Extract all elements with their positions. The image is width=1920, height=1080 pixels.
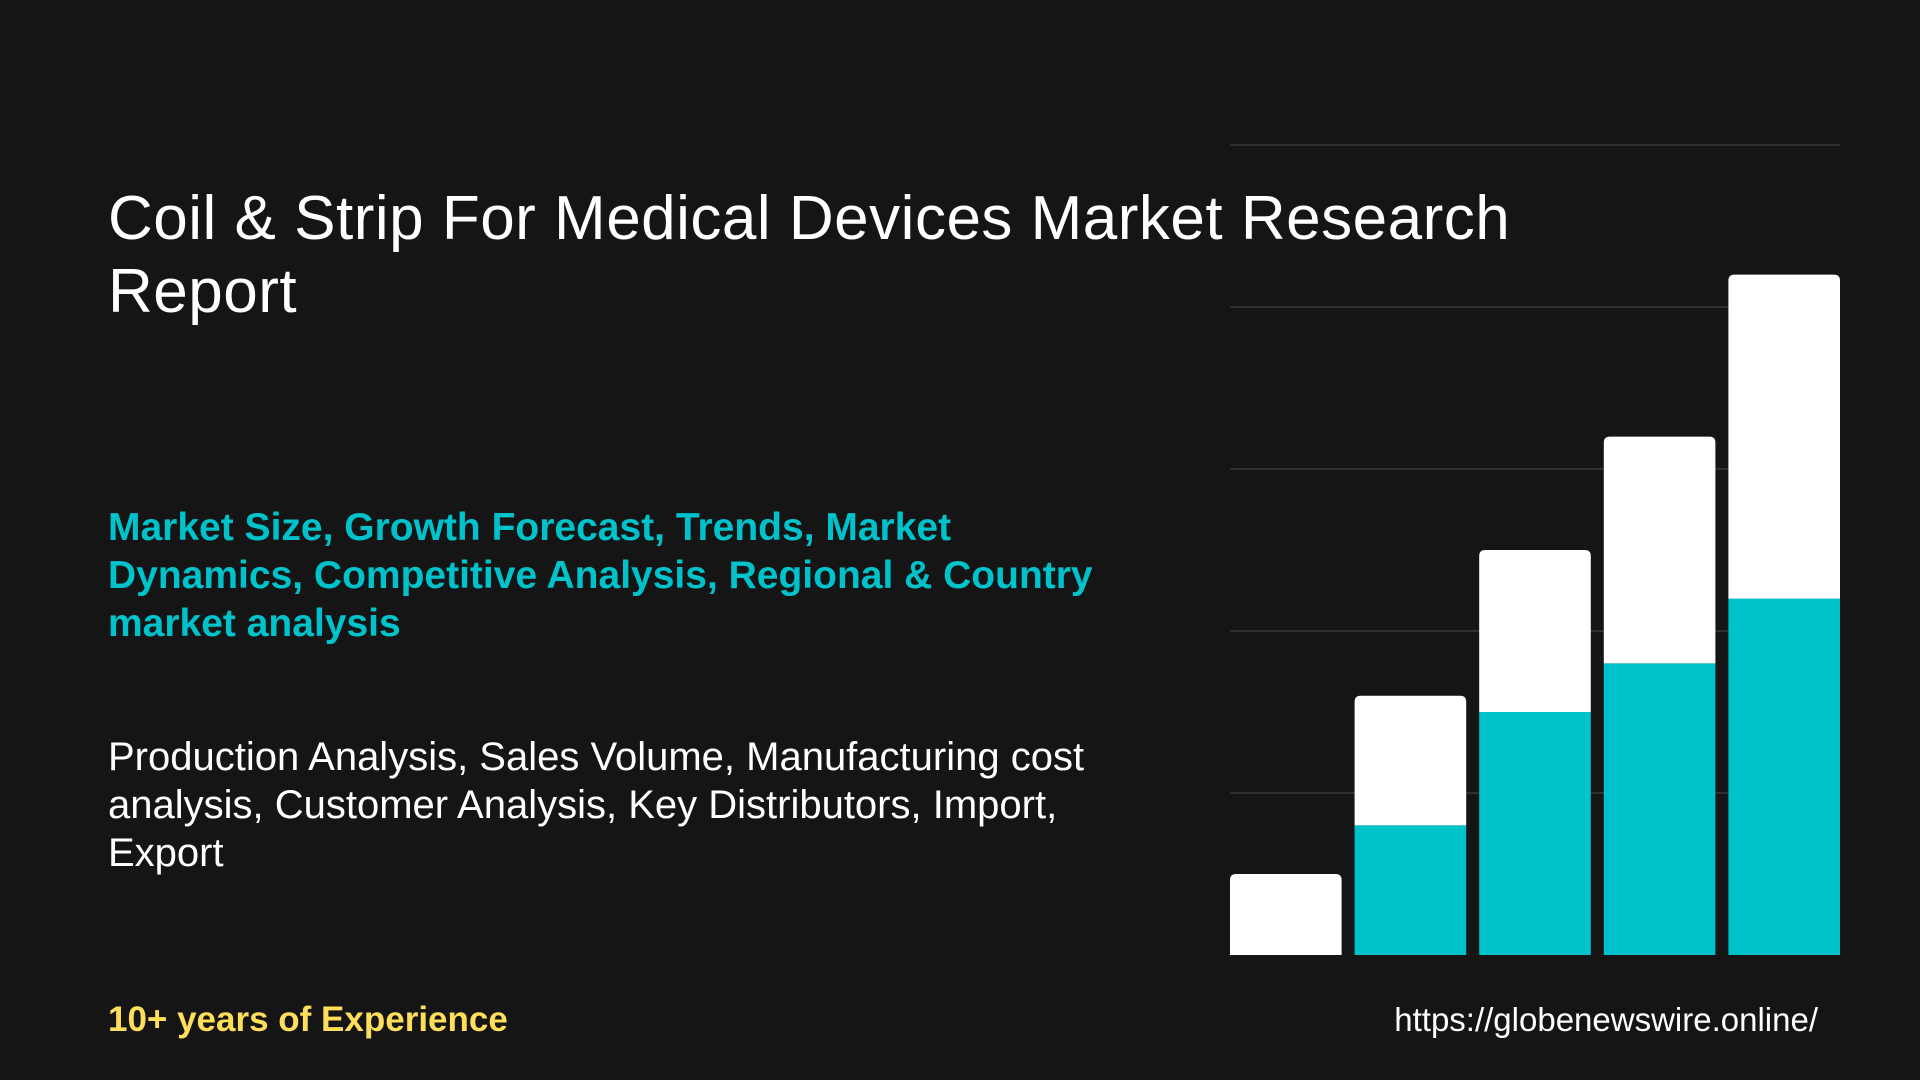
experience-badge: 10+ years of Experience	[108, 1000, 508, 1039]
bar-4-teal-segment	[1603, 663, 1716, 955]
page-title: Coil & Strip For Medical Devices Market …	[108, 184, 1511, 326]
growth-bar-chart	[1230, 144, 1840, 955]
website-link[interactable]: https://globenewswire.online/	[1394, 1001, 1818, 1038]
bar-1-white-segment	[1230, 874, 1342, 955]
chart-bars	[1230, 274, 1840, 955]
bar-2-teal-segment	[1354, 825, 1467, 955]
bar-3-teal-segment	[1479, 712, 1591, 955]
bar-4-white-segment	[1603, 436, 1716, 664]
body-text: Production Analysis, Sales Volume, Manuf…	[108, 735, 1085, 875]
bar-5-white-segment	[1728, 274, 1840, 599]
subtitle: Market Size, Growth Forecast, Trends, Ma…	[108, 506, 1093, 645]
bar-5-teal-segment	[1728, 598, 1840, 955]
bar-3-white-segment	[1479, 550, 1591, 712]
bar-2-white-segment	[1354, 695, 1467, 826]
